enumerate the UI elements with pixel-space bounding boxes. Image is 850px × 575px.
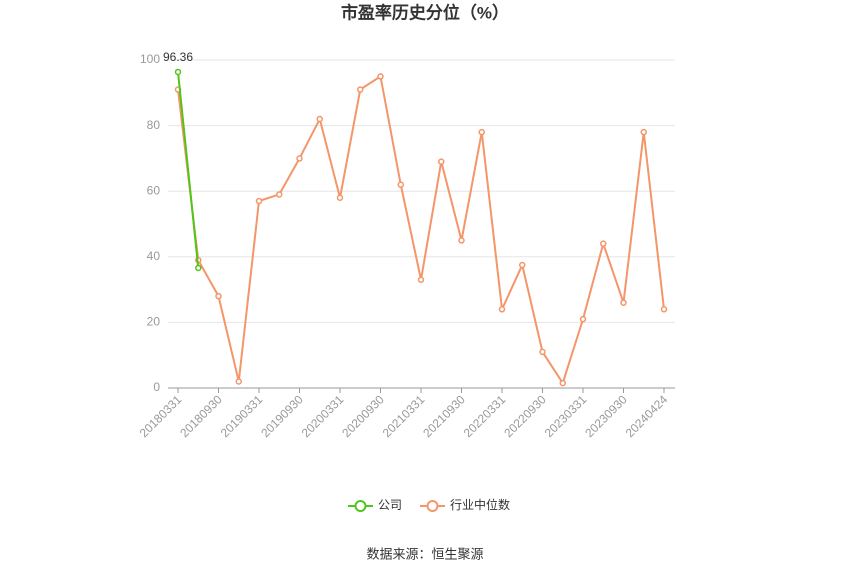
x-tick-label: 20220930 (501, 392, 549, 440)
x-tick-label: 20230930 (582, 392, 630, 440)
data-point (640, 128, 647, 136)
legend-label: 行业中位数 (450, 497, 510, 512)
data-point (660, 306, 668, 313)
y-tick-label: 60 (147, 183, 161, 197)
data-point (519, 261, 526, 269)
data-point (539, 348, 546, 356)
data-point (478, 128, 485, 136)
data-point (397, 181, 404, 188)
data-point (255, 197, 263, 205)
data-point (276, 191, 283, 198)
x-tick-label: 20180930 (177, 392, 225, 440)
x-tick-label: 20210331 (380, 392, 428, 440)
source-note: 数据来源：恒生聚源 (366, 546, 483, 561)
x-tick-label: 20190331 (218, 392, 266, 440)
y-tick-label: 20 (147, 315, 161, 329)
y-tick-label: 0 (153, 380, 160, 394)
data-point (357, 86, 364, 93)
data-point (195, 264, 202, 272)
series-line (177, 74, 665, 386)
x-tick-label: 20180331 (137, 392, 185, 440)
x-tick-label: 20200930 (339, 392, 387, 440)
legend-item[interactable]: 行业中位数 (420, 497, 510, 512)
data-point (316, 115, 323, 123)
legend-item[interactable]: 公司 (348, 498, 402, 512)
data-point (458, 237, 465, 244)
data-point (438, 158, 445, 165)
x-tick-label: 20190930 (258, 392, 306, 440)
data-point (600, 240, 607, 247)
data-point (235, 378, 242, 385)
legend-label: 公司 (378, 498, 402, 512)
chart-title: 市盈率历史分位（%） (341, 2, 509, 22)
data-point (336, 194, 344, 202)
data-point (417, 276, 425, 284)
data-label: 96.36 (163, 50, 193, 64)
x-tick-label: 20200331 (299, 392, 347, 440)
data-point (215, 292, 222, 300)
y-tick-label: 80 (147, 118, 161, 132)
data-point (174, 68, 182, 76)
data-point (296, 155, 303, 162)
series-line (177, 71, 200, 269)
legend-marker (354, 500, 367, 512)
y-tick-label: 40 (147, 249, 161, 263)
x-tick-label: 20240424 (623, 392, 671, 440)
data-point (620, 299, 627, 306)
x-tick-label: 20210930 (420, 392, 468, 440)
data-point (498, 306, 506, 313)
x-tick-label: 20220331 (461, 392, 509, 440)
data-point (377, 73, 384, 80)
data-point (579, 315, 587, 323)
data-point (559, 379, 566, 387)
legend-marker (426, 500, 439, 512)
y-tick-label: 100 (140, 52, 160, 66)
x-tick-label: 20230331 (542, 392, 590, 440)
